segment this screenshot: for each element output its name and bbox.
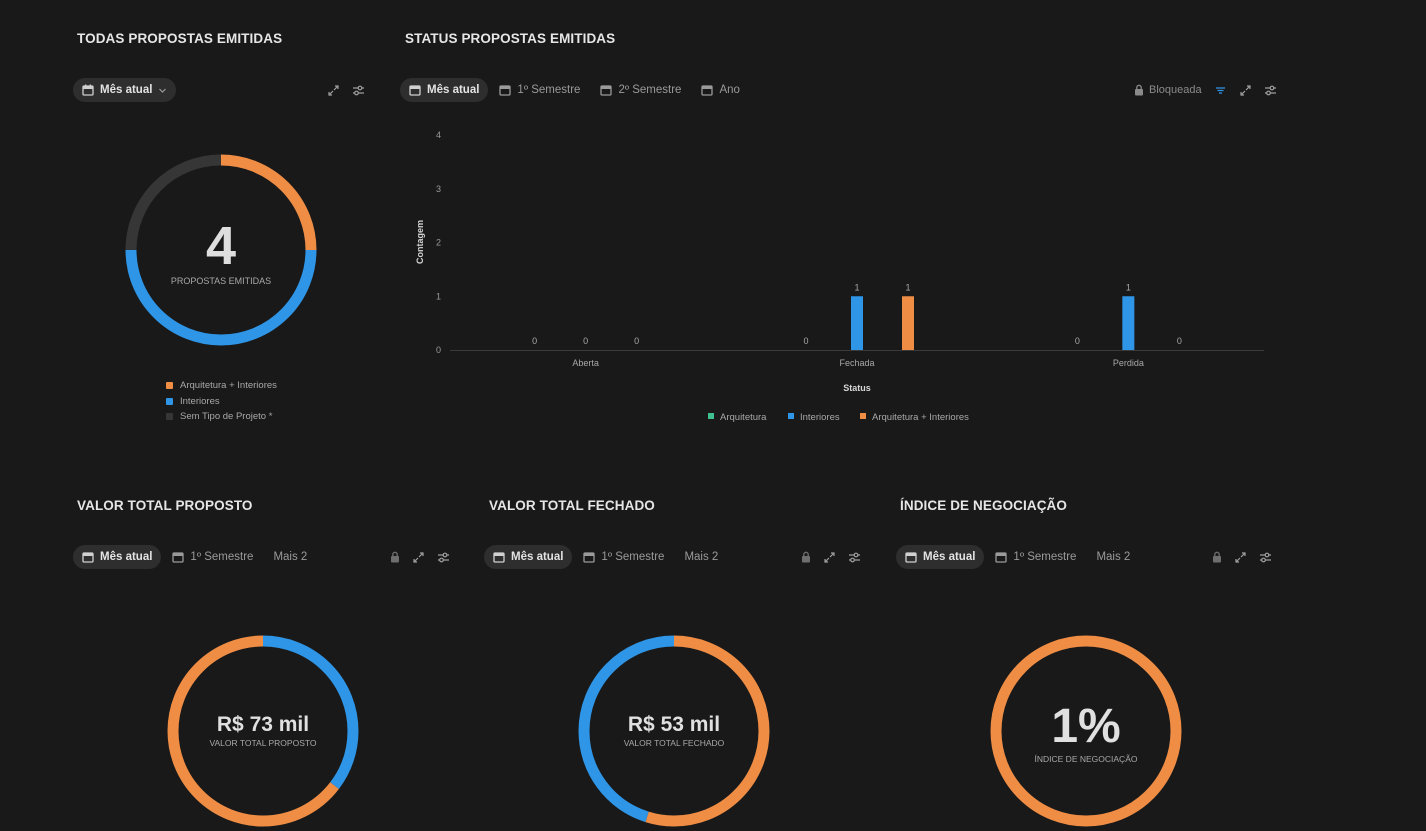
calendar-icon xyxy=(701,85,714,96)
status-bar-chart: 0 1 2 3 4 Contagem Aberta 0 0 0 Fechada 0 1 1 Perdida 0… xyxy=(415,130,1264,423)
y-tick-label: 3 xyxy=(436,184,441,194)
valor-proposto-value: R$ 73 mil xyxy=(216,713,310,736)
legend-item[interactable]: Interiores xyxy=(166,394,277,410)
x-tick-label: Aberta xyxy=(572,358,599,368)
data-label: 0 xyxy=(803,336,808,346)
filter-mes-atual-dropdown[interactable]: Mês atual xyxy=(73,78,177,102)
chevron-down-icon xyxy=(159,88,167,93)
donut-legend: Arquitetura + Interiores Interiores Sem … xyxy=(166,378,277,425)
bar xyxy=(1122,296,1135,350)
tab-2-semestre[interactable]: 2º Semestre xyxy=(591,78,690,102)
expand-icon[interactable] xyxy=(412,551,425,564)
tab-mais-2[interactable]: Mais 2 xyxy=(1096,551,1131,563)
panel-title-todas-propostas: TODAS PROPOSTAS EMITIDAS xyxy=(77,31,283,46)
y-tick-label: 0 xyxy=(436,345,441,355)
settings-sliders-icon[interactable] xyxy=(848,551,861,564)
calendar-icon xyxy=(583,552,596,563)
legend-label: Arquitetura xyxy=(720,412,767,423)
tab-mes-atual[interactable]: Mês atual xyxy=(484,545,573,569)
settings-sliders-icon[interactable] xyxy=(352,84,365,97)
data-label: 0 xyxy=(532,336,537,346)
filter-icon[interactable] xyxy=(1214,84,1227,97)
calendar-icon xyxy=(600,85,613,96)
data-label: 1 xyxy=(854,282,859,292)
tab-mes-atual[interactable]: Mês atual xyxy=(73,545,162,569)
data-label: 0 xyxy=(1075,336,1080,346)
bar xyxy=(851,296,863,350)
valor-fechado-label: VALOR TOTAL FECHADO xyxy=(623,738,725,748)
x-axis-label: Status xyxy=(843,383,871,393)
locked-indicator: Bloqueada xyxy=(1134,84,1202,96)
legend-swatch xyxy=(788,413,794,419)
lock-icon xyxy=(802,551,810,563)
tab-1-semestre[interactable]: 1º Semestre xyxy=(574,545,673,569)
lock-icon xyxy=(1135,84,1143,96)
tab-mais-2[interactable]: Mais 2 xyxy=(684,551,719,563)
indice-label: ÍNDICE DE NEGOCIAÇÃO xyxy=(1034,754,1138,764)
legend-item[interactable]: Sem Tipo de Projeto * xyxy=(166,409,277,425)
data-label: 1 xyxy=(905,282,910,292)
legend-label: Arquitetura + Interiores xyxy=(872,412,969,423)
data-label: 1 xyxy=(1126,282,1131,292)
tab-1-semestre[interactable]: 1º Semestre xyxy=(986,545,1085,569)
donut-propostas-emitidas xyxy=(125,154,317,346)
bar xyxy=(902,296,914,350)
tab-1-semestre[interactable]: 1º Semestre xyxy=(163,545,262,569)
indice-value: 1% xyxy=(1051,700,1121,753)
y-tick-label: 4 xyxy=(436,130,441,140)
settings-sliders-icon[interactable] xyxy=(1264,84,1277,97)
y-tick-label: 1 xyxy=(436,291,441,301)
total-label: PROPOSTAS EMITIDAS xyxy=(170,276,272,286)
lock-icon xyxy=(1213,551,1221,563)
lock-icon xyxy=(391,551,399,563)
legend-swatch xyxy=(860,413,866,419)
data-label: 0 xyxy=(583,336,588,346)
legend-label: Interiores xyxy=(800,412,840,423)
panel-title-valor-fechado: VALOR TOTAL FECHADO xyxy=(489,498,655,513)
tab-1-semestre[interactable]: 1º Semestre xyxy=(490,78,589,102)
calendar-icon xyxy=(82,84,94,96)
tab-mais-2[interactable]: Mais 2 xyxy=(273,551,308,563)
tab-mes-atual[interactable]: Mês atual xyxy=(400,78,489,102)
calendar-icon xyxy=(409,85,421,96)
calendar-icon xyxy=(82,552,94,563)
calendar-icon xyxy=(172,552,185,563)
x-tick-label: Fechada xyxy=(839,358,874,368)
expand-icon[interactable] xyxy=(1234,551,1247,564)
donut-segment-blue xyxy=(578,635,770,827)
data-label: 0 xyxy=(1177,336,1182,346)
valor-fechado-value: R$ 53 mil xyxy=(627,713,721,736)
valor-proposto-label: VALOR TOTAL PROPOSTO xyxy=(209,738,317,748)
panel-title-valor-proposto: VALOR TOTAL PROPOSTO xyxy=(77,498,253,513)
expand-icon[interactable] xyxy=(823,551,836,564)
calendar-icon xyxy=(499,85,512,96)
panel-title-status-propostas: STATUS PROPOSTAS EMITIDAS xyxy=(405,31,616,46)
calendar-icon xyxy=(905,552,917,563)
expand-icon[interactable] xyxy=(1239,84,1252,97)
tab-ano[interactable]: Ano xyxy=(692,78,748,102)
y-tick-label: 2 xyxy=(436,238,441,248)
y-axis-label: Contagem xyxy=(415,220,425,264)
legend-item[interactable]: Arquitetura + Interiores xyxy=(166,378,277,394)
tab-mes-atual[interactable]: Mês atual xyxy=(896,545,985,569)
settings-sliders-icon[interactable] xyxy=(1259,551,1272,564)
filter-label: Mês atual xyxy=(100,84,153,96)
calendar-icon xyxy=(995,552,1008,563)
settings-sliders-icon[interactable] xyxy=(437,551,450,564)
data-label: 0 xyxy=(634,336,639,346)
panel-title-indice-negociacao: ÍNDICE DE NEGOCIAÇÃO xyxy=(900,498,1068,513)
calendar-icon xyxy=(493,552,505,563)
donut-segment-sem-tipo xyxy=(125,154,317,346)
x-tick-label: Perdida xyxy=(1113,358,1144,368)
donut-segment-interiores xyxy=(125,154,317,346)
legend-swatch xyxy=(708,413,714,419)
total-value: 4 xyxy=(205,216,237,276)
expand-icon[interactable] xyxy=(327,84,340,97)
